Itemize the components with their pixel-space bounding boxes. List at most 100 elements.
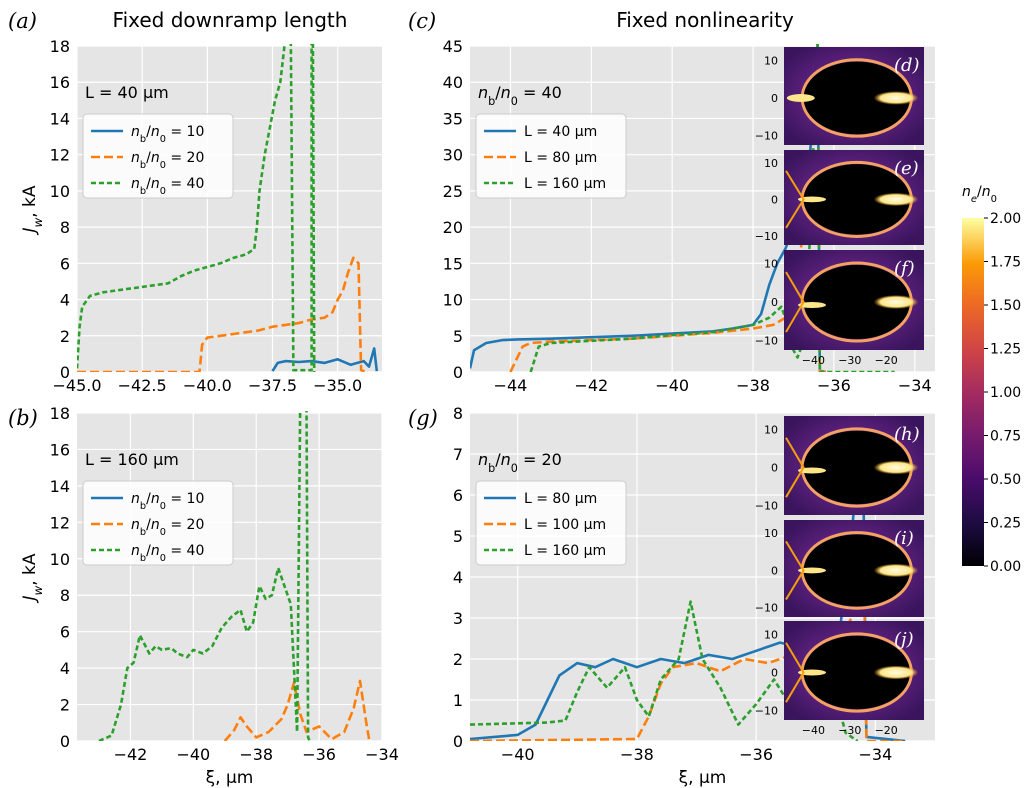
- density-map-d: (d) 10 0 −10: [755, 47, 924, 145]
- inset-y-tick: 0: [771, 461, 778, 474]
- x-axis-label: ξ, μm: [679, 768, 727, 788]
- x-tick-label: −38: [620, 745, 654, 764]
- colorbar-tick-label: 1.25: [990, 342, 1021, 358]
- ray-streak: [785, 642, 805, 703]
- x-tick-label: −40: [501, 745, 535, 764]
- x-tick-label: −40.0: [183, 376, 232, 395]
- legend-entry: L = 160 μm: [524, 176, 606, 192]
- inset-y-tick: 0: [771, 666, 778, 679]
- inset-x-tick: −30: [838, 724, 861, 737]
- series-line-orange: [77, 256, 367, 372]
- inset-y-tick: −10: [755, 602, 778, 615]
- colorbar-tick-label: 0.00: [990, 559, 1021, 575]
- driver-beam: [873, 563, 919, 578]
- colorbar-ticks: 0.00 0.25 0.50 0.75 1.00 1.25 1.50 1.75 2.00: [984, 211, 1021, 575]
- plot-area: [77, 413, 382, 741]
- x-tick-label: −36: [739, 745, 773, 764]
- legend-entry: L = 160 μm: [524, 543, 606, 559]
- inset-x-tick: −40: [802, 354, 825, 367]
- injected-bunch: [798, 567, 826, 574]
- colorbar-tick-label: 1.00: [990, 385, 1021, 401]
- inset-y-tick: 0: [771, 564, 778, 577]
- x-tick-label: −34: [365, 745, 399, 764]
- panel-annotation: nb/n0 = 40: [478, 83, 562, 108]
- inset-y-tick: −10: [755, 130, 778, 143]
- y-tick-label: 45: [443, 37, 463, 56]
- y-tick-label: 5: [453, 527, 463, 546]
- bubble: [803, 635, 910, 710]
- x-tick-label: −40: [176, 745, 210, 764]
- legend: L = 80 μm L = 100 μm L = 160 μm: [475, 480, 627, 566]
- colorbar-tick-label: 1.50: [990, 298, 1021, 314]
- inset-y-tick: 0: [771, 92, 778, 105]
- legend-box: [475, 480, 627, 566]
- bubble: [803, 61, 910, 135]
- colorbar-gradient: [962, 218, 984, 566]
- inset-x-tick: −20: [875, 724, 898, 737]
- x-tick-label: −34: [859, 745, 893, 764]
- y-tick-label: 3: [453, 609, 463, 628]
- legend-box: [82, 480, 234, 566]
- y-tick-label: 6: [453, 486, 463, 505]
- inset-label: (j): [894, 629, 914, 650]
- y-axis-label: Jw, kA: [20, 185, 45, 235]
- x-tick-label: −38: [736, 376, 770, 395]
- colorbar-tick-label: 0.25: [990, 516, 1021, 532]
- y-tick-label: 40: [443, 73, 463, 92]
- panel-label: (b): [8, 406, 38, 430]
- inset-label: (f): [894, 258, 915, 279]
- injected-bunch: [798, 467, 826, 474]
- legend-entry: L = 80 μm: [524, 150, 597, 166]
- x-tick-label: −36: [302, 745, 336, 764]
- panel-annotation: L = 160 μm: [85, 450, 179, 469]
- panel-label: (a): [8, 9, 37, 33]
- inset-y-tick: −10: [755, 705, 778, 718]
- inset-label: (d): [894, 55, 920, 76]
- injected-bunch: [786, 94, 815, 102]
- y-tick-label: 2: [60, 696, 70, 715]
- y-tick-label: 30: [443, 146, 463, 165]
- density-map-e: (e) 10 0 −10: [755, 150, 924, 245]
- series-line-orange: [223, 679, 371, 741]
- y-tick-label: 18: [50, 404, 70, 423]
- y-tick-label: 12: [50, 513, 70, 532]
- ray-streak: [785, 170, 805, 229]
- x-tick-label: −37.5: [248, 376, 297, 395]
- panel-annotation: L = 40 μm: [85, 83, 169, 102]
- y-tick-label: 4: [60, 291, 70, 310]
- y-tick-label: 8: [60, 586, 70, 605]
- y-tick-label: 2: [60, 327, 70, 346]
- bubble: [803, 265, 910, 339]
- inset-x-tick: −30: [838, 354, 861, 367]
- x-tick-label: −38: [239, 745, 273, 764]
- series-line-green: [77, 44, 316, 372]
- inset-y-tick: 0: [771, 296, 778, 309]
- y-axis-label: Jw, kA: [20, 553, 45, 603]
- x-tick-label: −40: [655, 376, 689, 395]
- inset-y-tick: 10: [764, 527, 778, 540]
- legend-box: [475, 113, 627, 199]
- inset-y-tick: 10: [764, 423, 778, 436]
- x-tick-label: −42: [574, 376, 608, 395]
- y-tick-label: 18: [50, 37, 70, 56]
- legend-entry: nb/n0 = 10: [131, 124, 204, 145]
- y-tick-label: 6: [60, 623, 70, 642]
- y-tick-label: 8: [453, 404, 463, 423]
- ray-streak: [785, 540, 805, 601]
- inset-y-tick: 0: [771, 193, 778, 206]
- y-tick-label: 16: [50, 440, 70, 459]
- driver-beam: [873, 665, 919, 680]
- x-tick-label: −35.0: [313, 376, 362, 395]
- density-map-j: (j) 10 0 −10 −40 −30 −20: [755, 621, 924, 737]
- legend: nb/n0 = 10 nb/n0 = 20 nb/n0 = 40: [82, 480, 234, 566]
- y-tick-label: 8: [60, 218, 70, 237]
- inset-y-tick: −10: [755, 334, 778, 347]
- legend-entry: nb/n0 = 10: [131, 491, 204, 512]
- ray-streak: [785, 271, 805, 333]
- panel-annotation: nb/n0 = 20: [478, 450, 562, 475]
- density-map-i: (i) 10 0 −10: [755, 520, 924, 617]
- inset-y-tick: 10: [764, 157, 778, 170]
- inset-y-tick: 10: [764, 628, 778, 641]
- legend-box: [82, 113, 234, 199]
- panel-label: (c): [408, 9, 436, 33]
